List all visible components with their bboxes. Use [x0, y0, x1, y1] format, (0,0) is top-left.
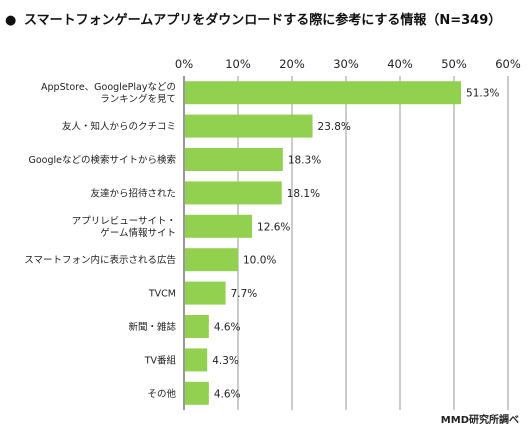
- value-label: 12.6%: [257, 221, 290, 233]
- category-label-line: 友達から招待された: [90, 187, 176, 199]
- x-tick-label: 20%: [279, 57, 305, 71]
- bar: [185, 315, 209, 338]
- category-label: スマートフォン内に表示される広告: [24, 254, 176, 266]
- value-label: 7.7%: [231, 288, 258, 300]
- bar: [185, 281, 226, 305]
- category-label: AppStore、GooglePlayなどのランキングを見て: [41, 82, 176, 105]
- category-label: Googleなどの検索サイトから検索: [28, 154, 176, 166]
- category-labels: AppStore、GooglePlayなどのランキングを見て友人・知人からのクチ…: [24, 82, 176, 400]
- value-label: 4.6%: [214, 322, 241, 334]
- x-tick-label: 0%: [175, 57, 193, 71]
- bar: [185, 114, 313, 138]
- category-label: TV番組: [144, 354, 177, 366]
- x-tick-label: 40%: [387, 57, 413, 71]
- category-label: その他: [147, 388, 176, 400]
- bar: [185, 248, 238, 272]
- source-note: MMD研究所調べ: [441, 413, 519, 426]
- value-label: 4.3%: [212, 355, 239, 367]
- bar: [185, 81, 462, 105]
- category-label: 友人・知人からのクチコミ: [62, 121, 176, 133]
- bar: [185, 148, 283, 171]
- bar: [185, 214, 253, 238]
- chart-title-group: ● スマートフォンゲームアプリをダウンロードする際に参考にする情報（N=349）: [5, 12, 501, 28]
- category-label: アプリレビューサイト・ゲーム情報サイト: [72, 216, 176, 239]
- category-label-line: AppStore、GooglePlayなどの: [41, 82, 176, 93]
- category-label-line: 新聞・雑誌: [128, 321, 176, 333]
- category-label-line: Googleなどの検索サイトから検索: [28, 154, 176, 166]
- x-tick-label: 50%: [441, 57, 467, 71]
- bar: [185, 181, 282, 205]
- category-label: 新聞・雑誌: [128, 321, 176, 333]
- category-label-line: 友人・知人からのクチコミ: [62, 121, 176, 133]
- bar: [185, 348, 208, 372]
- category-label-line: ゲーム情報サイト: [100, 227, 176, 239]
- category-label: 友達から招待された: [90, 187, 176, 199]
- category-label-line: スマートフォン内に表示される広告: [24, 254, 176, 266]
- category-label-line: アプリレビューサイト・: [72, 216, 176, 227]
- value-label: 4.6%: [214, 388, 241, 400]
- x-axis-tick-labels: 0% 10% 20% 30% 40% 50% 60%: [175, 57, 521, 71]
- value-labels: 51.3% 23.8% 18.3% 18.1% 12.6% 10.0% 7.7% 4.6% 4.…: [212, 88, 499, 401]
- x-tick-label: 60%: [495, 57, 521, 71]
- value-label: 10.0%: [243, 255, 276, 267]
- x-tick-label: 30%: [333, 57, 359, 71]
- chart-title: スマートフォンゲームアプリをダウンロードする際に参考にする情報（N=349）: [24, 12, 501, 28]
- category-label-line: ランキングを見て: [100, 93, 176, 105]
- bar: [185, 381, 209, 405]
- category-label-line: TVCM: [148, 289, 176, 300]
- category-label-line: その他: [147, 388, 176, 400]
- value-label: 51.3%: [466, 88, 499, 100]
- category-label: TVCM: [148, 289, 176, 300]
- bars: [185, 81, 462, 405]
- value-label: 18.3%: [288, 155, 321, 167]
- x-tick-label: 10%: [225, 57, 251, 71]
- value-label: 23.8%: [318, 121, 351, 133]
- category-label-line: TV番組: [144, 354, 177, 366]
- value-label: 18.1%: [287, 188, 320, 200]
- chart-title-bullet: ●: [5, 13, 16, 28]
